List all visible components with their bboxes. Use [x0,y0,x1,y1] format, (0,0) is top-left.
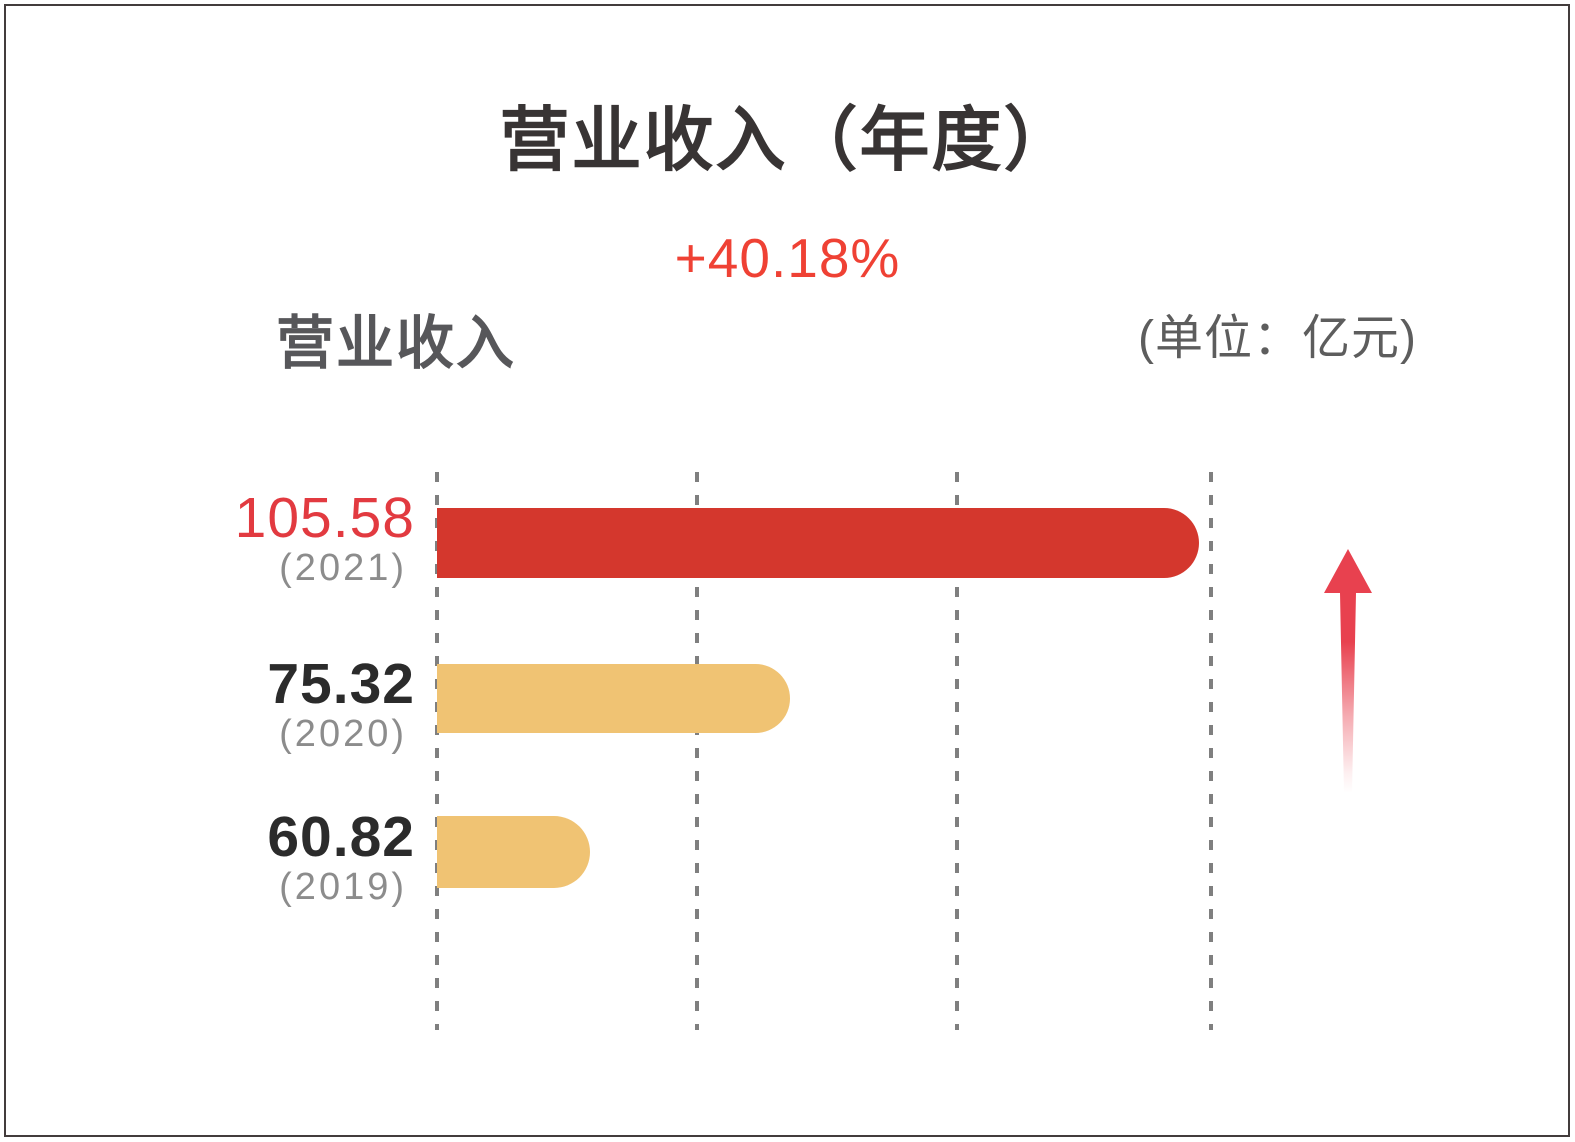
bar-2021 [437,508,1199,578]
bar-2019 [437,816,590,888]
growth-percentage: +40.18% [674,227,901,289]
value-2021: 105.58 [234,486,415,550]
unit-label: (单位：亿元) [1138,312,1417,365]
bar-2020 [437,664,790,733]
year-2021: (2021) [279,547,407,589]
growth-arrow-icon [1324,549,1372,793]
gridline-1 [435,472,439,1030]
value-2019: 60.82 [267,805,415,869]
gridline-3 [955,472,959,1030]
label-2021: 105.58 (2021) [235,489,415,589]
chart-title: 营业收入（年度） [499,101,1076,179]
gridline-4 [1209,472,1213,1030]
gridline-2 [695,472,699,1030]
value-2020: 75.32 [267,652,415,716]
label-2019: 60.82 (2019) [267,808,415,908]
year-2020: (2020) [279,713,407,755]
label-2020: 75.32 (2020) [267,655,415,755]
series-label: 营业收入 [276,311,517,376]
year-2019: (2019) [279,866,407,908]
